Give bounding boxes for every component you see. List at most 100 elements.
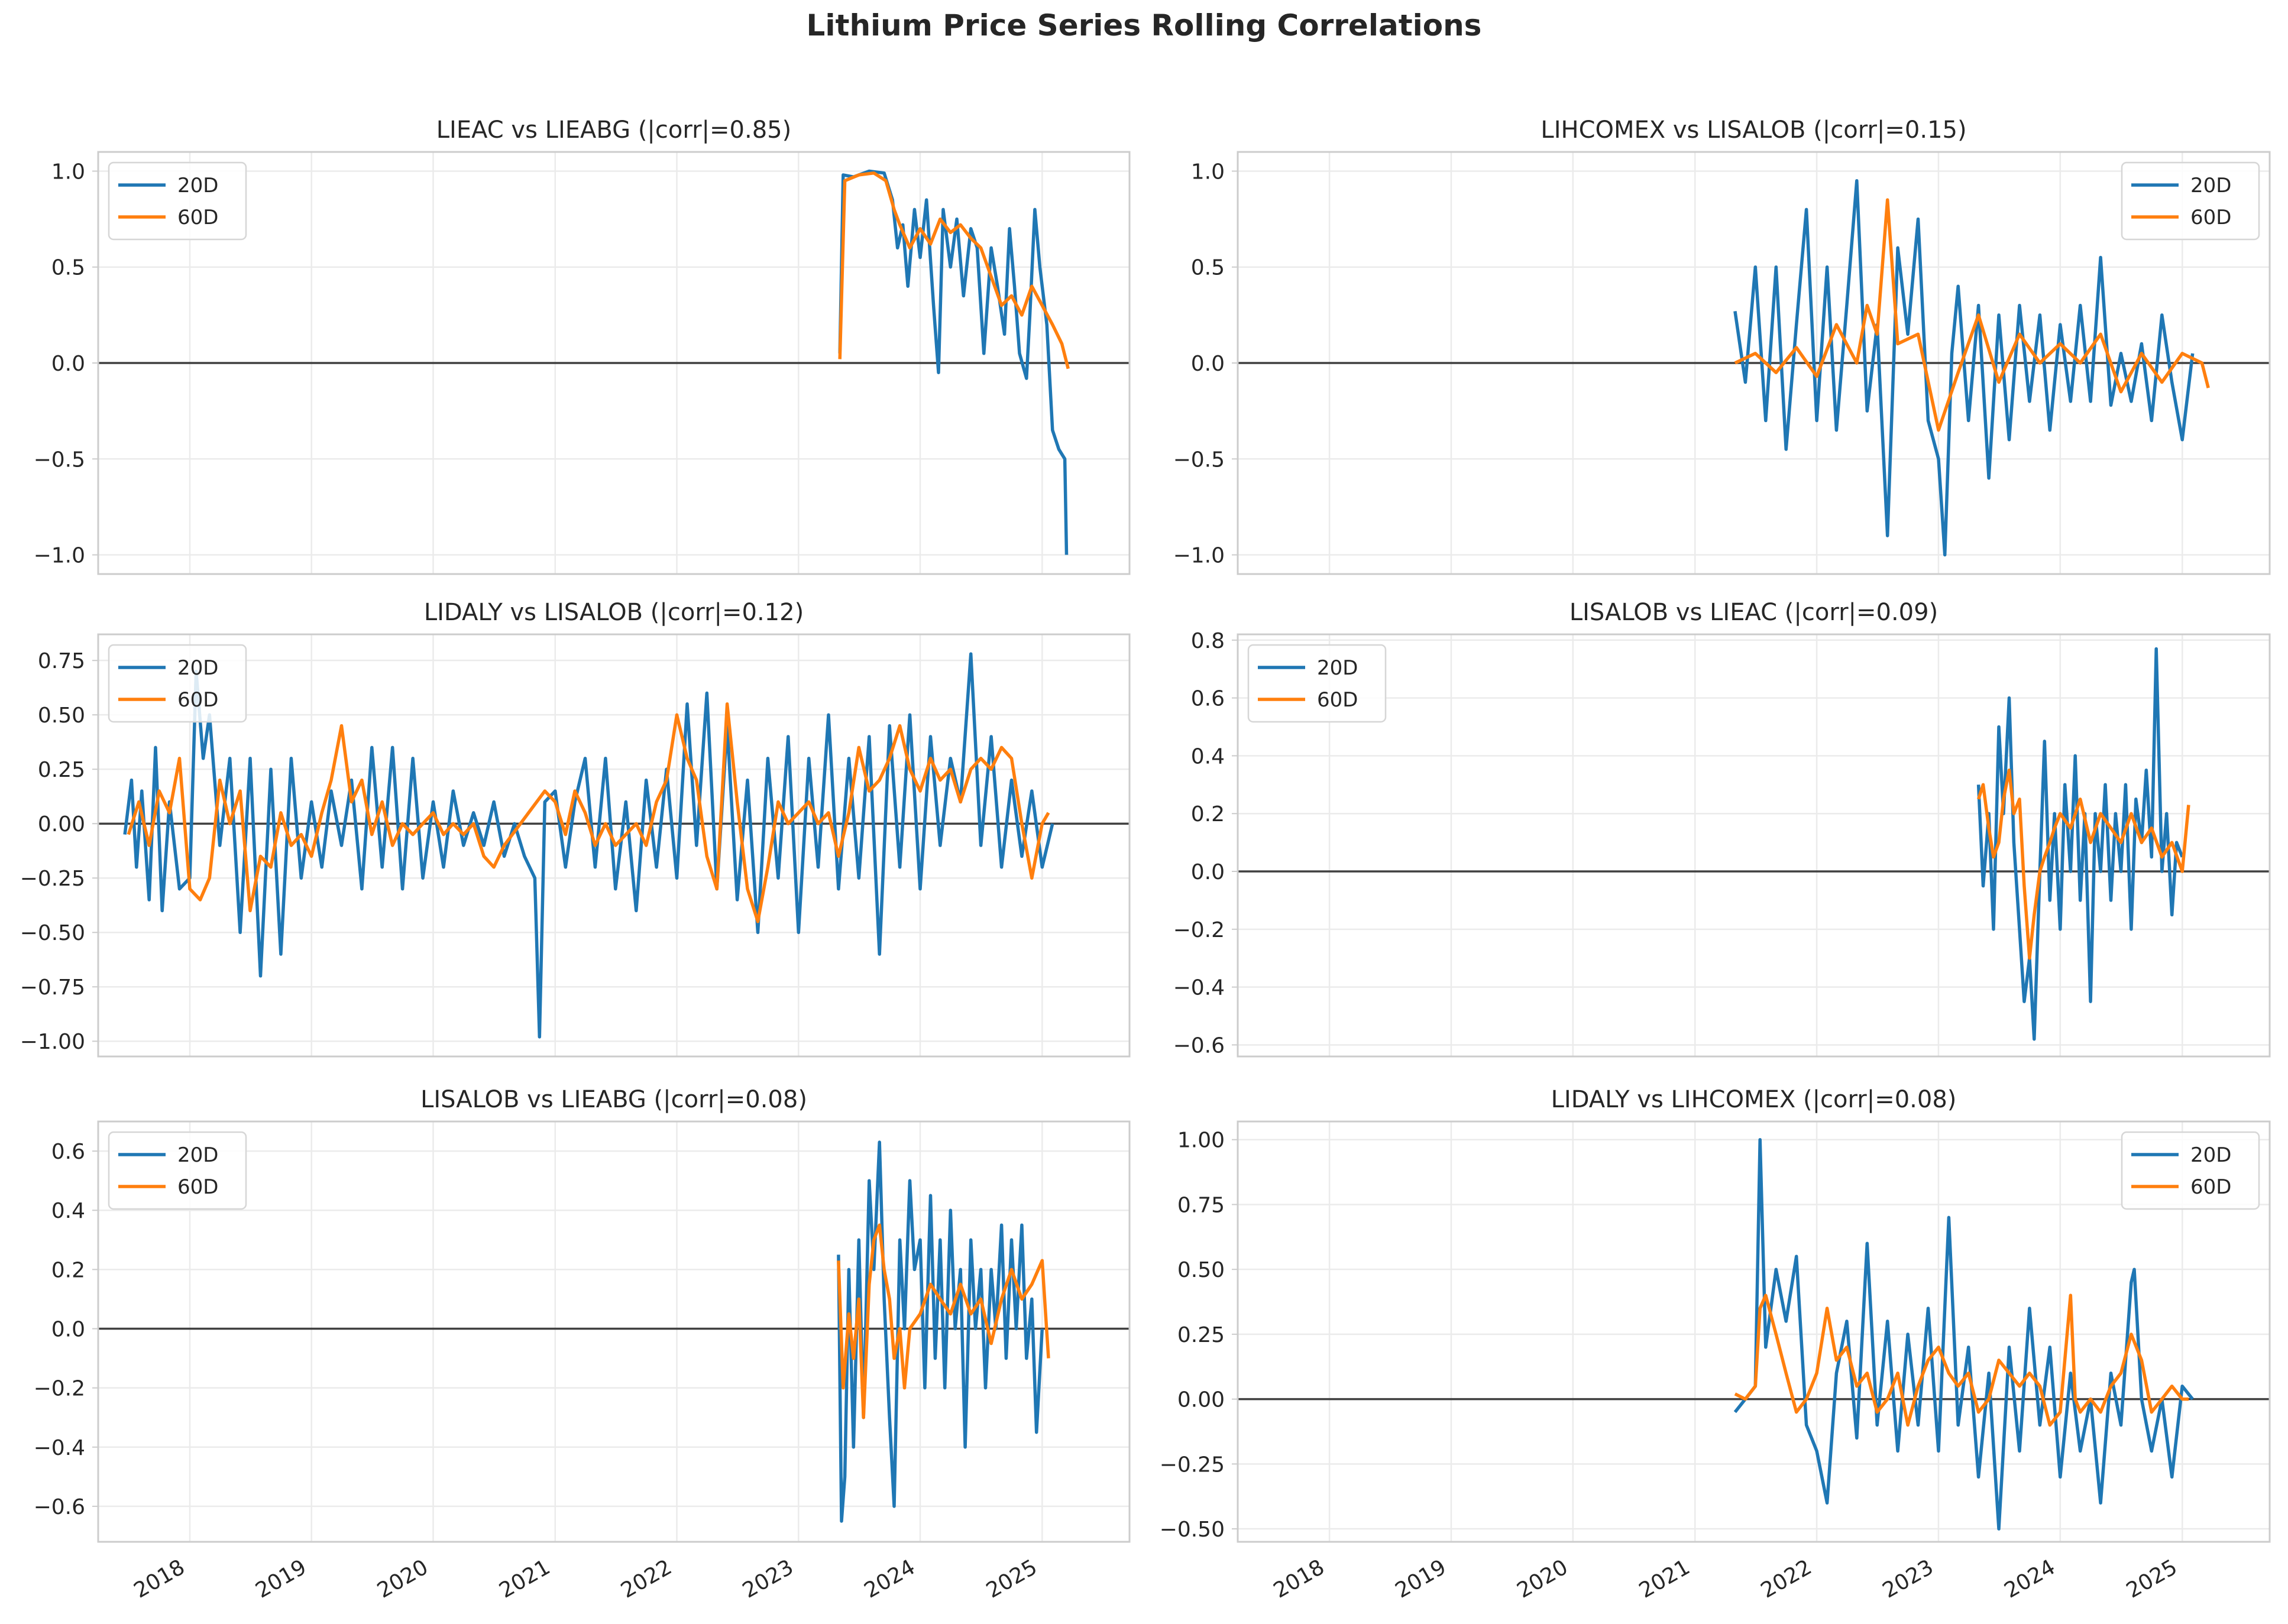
axes-frame — [1237, 1120, 2271, 1543]
y-tick-label: −1.0 — [34, 544, 85, 568]
x-tick-label: 2018 — [130, 1555, 189, 1603]
y-tick-label: 0.0 — [51, 1317, 85, 1341]
legend-label-20D: 20D — [177, 1143, 218, 1167]
legend-label-60D: 60D — [2190, 1175, 2231, 1199]
y-tick-label: 0.2 — [51, 1258, 85, 1282]
y-tick-label: −0.25 — [1160, 1453, 1225, 1477]
x-tick-label: 2023 — [1879, 1555, 1938, 1603]
axes-frame — [97, 633, 1131, 1058]
panel-4: LISALOB vs LIEAC (|corr|=0.09) 0.8 0.6 0.4 0… — [1173, 599, 2271, 1058]
x-tick-label: 2021 — [1635, 1555, 1694, 1603]
y-tick-label: −0.2 — [1173, 918, 1225, 942]
legend-label-20D: 20D — [177, 656, 218, 680]
panel-title: LIHCOMEX vs LISALOB (|corr|=0.15) — [1541, 116, 1966, 144]
y-tick-label: 0.75 — [1177, 1193, 1225, 1217]
legend-box — [1247, 644, 1387, 723]
x-tick-label: 2020 — [373, 1555, 432, 1603]
y-tick-label: −0.6 — [34, 1495, 85, 1519]
series-line-20D — [837, 1140, 1044, 1523]
x-tick-label: 2018 — [1270, 1555, 1329, 1603]
y-tick-label: 0.75 — [38, 649, 85, 673]
series-line-60D — [838, 171, 1070, 369]
series-line-60D — [1976, 769, 2190, 960]
y-tick-label: 0.4 — [51, 1199, 85, 1223]
legend-box — [108, 1131, 247, 1210]
plot-area — [1238, 1121, 2270, 1542]
legend-label-20D: 20D — [2190, 1143, 2231, 1167]
panel-1: LIEAC vs LIEABG (|corr|=0.85) 1.0 0.5 0.0 −0… — [34, 116, 1131, 575]
y-tick-label: 0.25 — [38, 758, 85, 782]
x-tick-label: 2021 — [495, 1555, 554, 1603]
y-tick-label: 0.6 — [1191, 687, 1225, 711]
series-line-60D — [1734, 198, 2210, 432]
series-line-60D — [837, 1223, 1050, 1419]
x-tick-label: 2022 — [617, 1555, 676, 1603]
axes-frame — [1237, 633, 2271, 1058]
y-tick-label: 1.00 — [1177, 1129, 1225, 1153]
legend-label-60D: 60D — [2190, 206, 2231, 229]
panel-title: LIDALY vs LISALOB (|corr|=0.12) — [424, 599, 804, 626]
y-tick-label: 1.0 — [1191, 160, 1225, 184]
y-tick-label: 0.50 — [1177, 1258, 1225, 1282]
panel-5: LISALOB vs LIEABG (|corr|=0.08) 0.6 0.4 0.2… — [34, 1086, 1131, 1603]
y-tick-label: 0.6 — [51, 1140, 85, 1164]
y-tick-label: −0.4 — [34, 1436, 85, 1460]
axes-frame — [97, 1120, 1131, 1543]
y-tick-label: −0.25 — [20, 867, 85, 891]
plot-area — [98, 1121, 1130, 1542]
y-tick-label: 1.0 — [51, 160, 85, 184]
x-tick-label: 2020 — [1513, 1555, 1572, 1603]
y-tick-label: 0.5 — [1191, 256, 1225, 280]
y-tick-label: −0.50 — [20, 921, 85, 945]
legend-label-20D: 20D — [1317, 656, 1358, 680]
series-line-20D — [123, 652, 1054, 1039]
y-tick-label: 0.50 — [38, 704, 85, 728]
y-tick-label: 0.8 — [1191, 629, 1225, 653]
panel-2: LIHCOMEX vs LISALOB (|corr|=0.15) 1.0 0.5 0… — [1173, 116, 2271, 575]
y-tick-label: 0.00 — [38, 812, 85, 837]
y-tick-label: −1.0 — [1173, 544, 1225, 568]
panel-title: LISALOB vs LIEABG (|corr|=0.08) — [420, 1086, 807, 1113]
legend-label-20D: 20D — [2190, 174, 2231, 197]
x-tick-label: 2024 — [2000, 1555, 2059, 1603]
y-tick-label: −0.4 — [1173, 976, 1225, 1000]
series-line-20D — [1733, 179, 2195, 557]
x-tick-label: 2022 — [1757, 1555, 1816, 1603]
x-tick-label: 2019 — [1391, 1555, 1451, 1603]
y-tick-label: 0.2 — [1191, 802, 1225, 826]
y-tick-label: 0.00 — [1177, 1388, 1225, 1412]
panel-title: LIDALY vs LIHCOMEX (|corr|=0.08) — [1551, 1086, 1957, 1113]
legend-label-60D: 60D — [177, 688, 218, 712]
panel-title: LIEAC vs LIEABG (|corr|=0.85) — [436, 116, 791, 144]
legend-box — [108, 161, 247, 241]
series-line-20D — [1733, 1137, 2194, 1531]
y-tick-label: 0.0 — [1191, 352, 1225, 376]
legend-label-60D: 60D — [1317, 688, 1358, 712]
series-line-20D — [838, 169, 1069, 555]
y-tick-label: −0.5 — [34, 448, 85, 472]
legend-box — [2121, 1131, 2260, 1210]
y-tick-label: −0.6 — [1173, 1033, 1225, 1058]
y-tick-label: −0.50 — [1160, 1518, 1225, 1542]
panel-6: LIDALY vs LIHCOMEX (|corr|=0.08) 1.00 0.75… — [1160, 1086, 2271, 1603]
x-tick-label: 2025 — [982, 1555, 1041, 1603]
x-tick-label: 2023 — [739, 1555, 798, 1603]
legend-box — [2121, 161, 2260, 241]
y-tick-label: −0.5 — [1173, 448, 1225, 472]
x-tick-label: 2019 — [251, 1555, 310, 1603]
legend-box — [108, 644, 247, 723]
panel-3: LIDALY vs LISALOB (|corr|=0.12) 0.75 0.50 0… — [20, 599, 1131, 1058]
legend-label-60D: 60D — [177, 1175, 218, 1199]
panel-title: LISALOB vs LIEAC (|corr|=0.09) — [1569, 599, 1938, 626]
y-tick-label: 0.5 — [51, 256, 85, 280]
legend-label-60D: 60D — [177, 206, 218, 229]
figure-title: Lithium Price Series Rolling Correlation… — [806, 8, 1482, 43]
y-tick-label: −0.75 — [20, 975, 85, 1000]
series-line-60D — [127, 702, 1050, 923]
